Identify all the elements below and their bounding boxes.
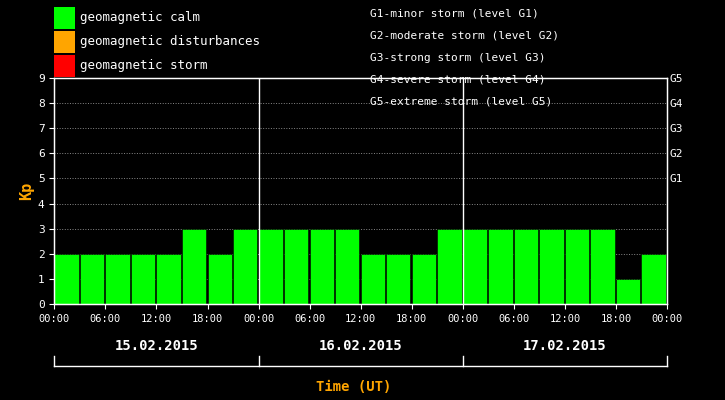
Bar [412, 254, 436, 304]
Bar [463, 229, 487, 304]
Bar [386, 254, 410, 304]
Bar [233, 229, 257, 304]
Bar [590, 229, 615, 304]
Text: 17.02.2015: 17.02.2015 [523, 339, 607, 353]
Bar [616, 279, 640, 304]
Bar [437, 229, 462, 304]
Y-axis label: Kp: Kp [19, 182, 34, 200]
Bar [335, 229, 360, 304]
Bar [310, 229, 334, 304]
Text: 15.02.2015: 15.02.2015 [115, 339, 199, 353]
Bar [105, 254, 130, 304]
Text: G3-strong storm (level G3): G3-strong storm (level G3) [370, 53, 545, 63]
Text: G4-severe storm (level G4): G4-severe storm (level G4) [370, 75, 545, 85]
Bar [642, 254, 666, 304]
Bar [259, 229, 283, 304]
Bar [284, 229, 308, 304]
Text: geomagnetic calm: geomagnetic calm [80, 12, 201, 24]
Bar [565, 229, 589, 304]
Text: 16.02.2015: 16.02.2015 [319, 339, 402, 353]
Text: geomagnetic storm: geomagnetic storm [80, 60, 208, 72]
Text: geomagnetic disturbances: geomagnetic disturbances [80, 36, 260, 48]
Bar [489, 229, 513, 304]
Text: G1-minor storm (level G1): G1-minor storm (level G1) [370, 9, 539, 19]
Text: Time (UT): Time (UT) [316, 380, 392, 394]
Bar [131, 254, 155, 304]
Bar [182, 229, 206, 304]
Bar [667, 254, 691, 304]
Bar [207, 254, 232, 304]
Bar [360, 254, 385, 304]
Bar [54, 254, 78, 304]
Bar [157, 254, 181, 304]
Bar [539, 229, 563, 304]
Bar [514, 229, 538, 304]
Text: G2-moderate storm (level G2): G2-moderate storm (level G2) [370, 31, 559, 41]
Bar [80, 254, 104, 304]
Text: G5-extreme storm (level G5): G5-extreme storm (level G5) [370, 97, 552, 107]
